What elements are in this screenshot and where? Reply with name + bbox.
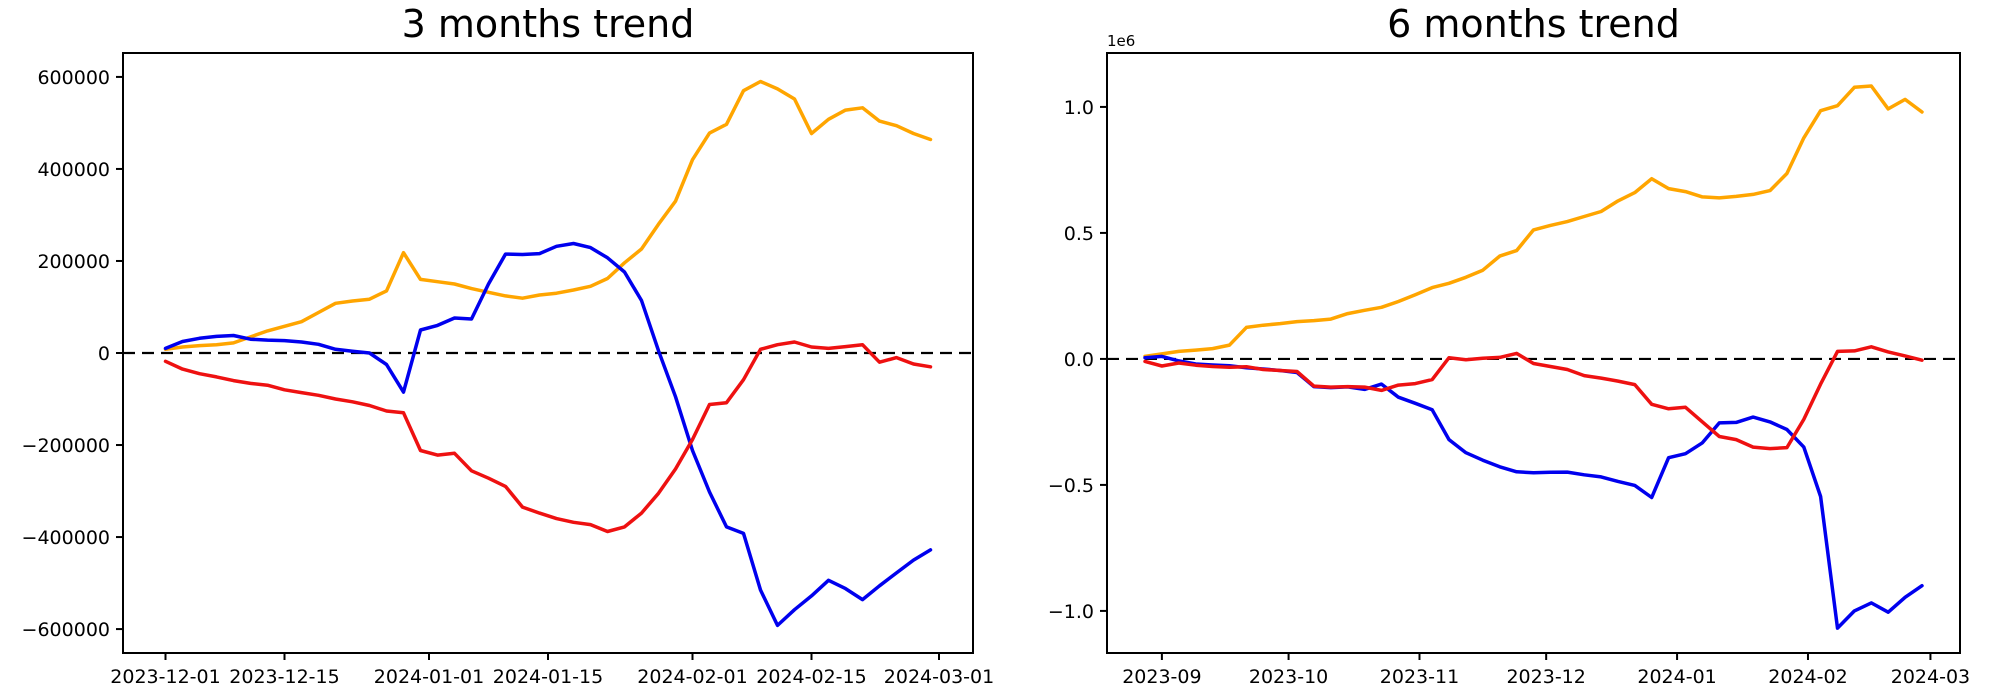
series-line-blue [163,241,933,628]
y-tick-label: −200000 [22,435,110,457]
y-tick-label: −1.0 [1048,601,1094,623]
y-tick-label: 0 [98,343,110,365]
chart-title-3-months-trend: 3 months trend [401,2,695,46]
series-line-red [163,340,933,534]
series-line-orange [163,79,933,352]
y-tick-label: −400000 [22,527,110,549]
series-line-blue [1143,354,1924,630]
x-tick-label: 2023-12-01 [110,666,220,688]
x-tick-label: 2023-12 [1506,666,1585,688]
y-tick-label: 0.5 [1064,223,1094,245]
y-tick-label: 0.0 [1064,349,1094,371]
x-tick-label: 2024-02-15 [756,666,866,688]
y-tick-label: 600000 [37,67,110,89]
y-tick-label: −600000 [22,619,110,641]
x-tick-label: 2023-11 [1380,666,1459,688]
series-line-red [1143,345,1924,451]
x-tick-label: 2023-10 [1249,666,1328,688]
chart-title-6-months-trend: 6 months trend [1387,2,1680,46]
y-tick-label: 1.0 [1064,97,1094,119]
x-tick-label: 2024-01-15 [493,666,603,688]
x-tick-label: 2024-03-01 [884,666,994,688]
y-axis-offset-label: 1e6 [1107,32,1135,50]
x-tick-label: 2024-01 [1637,666,1716,688]
plot-border [1106,52,1961,654]
y-tick-label: 400000 [37,159,110,181]
x-tick-label: 2024-01-01 [374,666,484,688]
y-tick-label: 200000 [37,251,110,273]
x-tick-label: 2024-02-01 [637,666,747,688]
plot-border [122,52,974,654]
series-line-orange [1143,84,1924,359]
x-tick-label: 2023-12-15 [229,666,339,688]
x-tick-label: 2023-09 [1122,666,1201,688]
y-tick-label: −0.5 [1048,475,1094,497]
x-tick-label: 2024-03 [1891,666,1970,688]
x-tick-label: 2024-02 [1768,666,1847,688]
